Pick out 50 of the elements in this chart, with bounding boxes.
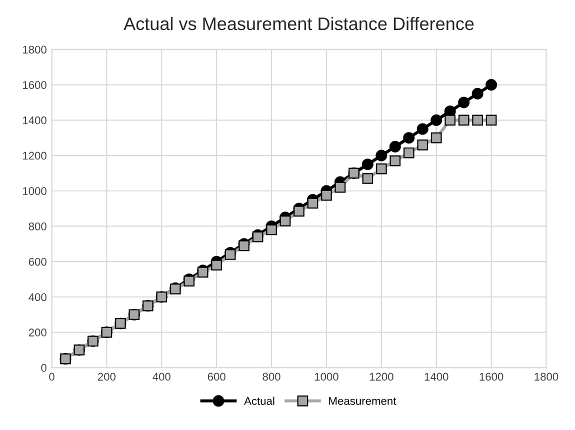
x-tick-label: 200 [98,372,116,381]
x-tick-label: 1000 [314,372,338,381]
point [486,114,497,126]
x-tick-label: 0 [49,372,54,381]
point [486,79,498,91]
point [416,123,428,135]
point [266,224,277,236]
point [430,114,442,126]
point [307,198,318,209]
x-tick-label: 800 [262,372,280,381]
legend-label: Measurement [329,397,396,405]
point [403,147,414,158]
y-tick-label: 800 [28,222,46,230]
point [224,249,236,260]
point [403,132,415,144]
point [334,182,346,193]
point [389,140,401,152]
point [472,114,483,126]
point [321,190,332,201]
y-tick-label: 600 [28,258,46,266]
chart-title: Actual vs Measurement Distance Difference [124,16,474,30]
y-tick-label: 1200 [23,152,46,160]
point [362,173,374,184]
x-tick-label: 1200 [370,372,394,381]
point [280,216,291,226]
y-tick-label: 1800 [23,46,46,54]
x-tick-label: 600 [208,372,226,381]
point [458,96,470,108]
y-tick-label: 1000 [23,187,46,196]
point [458,114,470,126]
point [294,206,304,217]
point [362,158,374,170]
y-tick-label: 1400 [23,116,46,124]
point [444,114,456,126]
point [417,139,428,150]
point [472,88,484,100]
point [211,260,222,271]
y-tick-label: 400 [28,293,46,302]
y-tick-label: 0 [41,364,46,372]
legend-label: Actual [244,396,274,405]
x-tick-label: 1400 [424,372,448,381]
x-tick-label: 1800 [534,372,558,381]
y-tick-label: 1600 [23,81,46,89]
point [430,132,442,144]
point [376,163,387,174]
x-tick-label: 1600 [480,372,504,381]
x-tick-label: 400 [152,372,170,381]
point [390,155,401,166]
y-tick-label: 200 [28,328,46,336]
point [376,150,388,162]
